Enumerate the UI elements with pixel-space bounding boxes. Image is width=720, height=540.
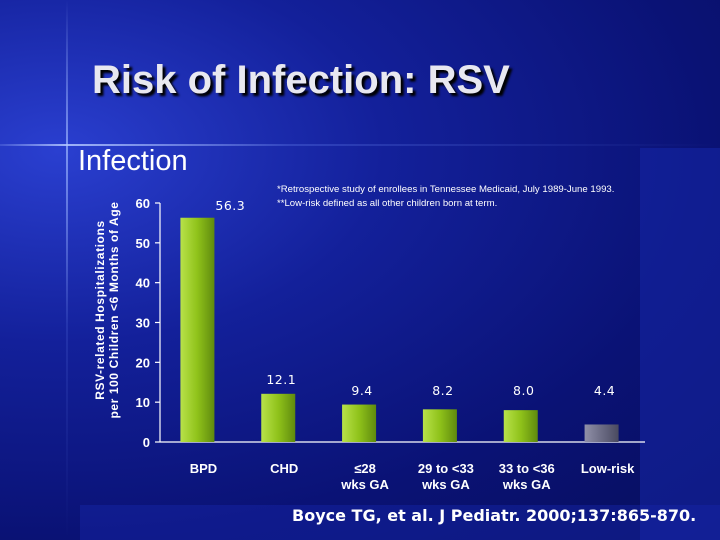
x-tick-label: CHD — [270, 461, 298, 476]
slide-title: Risk of Infection: RSV — [92, 58, 510, 102]
background-panel-right — [640, 148, 720, 540]
x-tick-label: wks GA — [502, 477, 551, 492]
decorative-horizontal-line — [0, 144, 720, 146]
background-panel-bottom — [80, 505, 720, 540]
bar — [584, 424, 619, 442]
y-tick-label: 40 — [136, 276, 150, 291]
citation: Boyce TG, et al. J Pediatr. 2000;137:865… — [292, 506, 697, 525]
data-label: 9.4 — [351, 383, 372, 398]
y-tick-label: 30 — [136, 316, 150, 331]
x-tick-label: 33 to <36 — [499, 461, 555, 476]
footnote-1: *Retrospective study of enrollees in Ten… — [277, 184, 615, 195]
data-label: 56.3 — [215, 198, 245, 213]
y-tick-label: 0 — [143, 435, 150, 450]
data-label: 8.0 — [513, 383, 534, 398]
bar — [342, 404, 377, 442]
decorative-vertical-line — [66, 0, 68, 540]
data-label: 4.4 — [594, 383, 615, 398]
data-label: 8.2 — [432, 383, 453, 398]
y-tick-label: 60 — [136, 196, 150, 211]
bar — [503, 410, 538, 442]
bar — [422, 409, 457, 442]
x-tick-label: ≤28 — [354, 461, 376, 476]
footnote-2: **Low-risk defined as all other children… — [277, 198, 498, 209]
x-tick-label: 29 to <33 — [418, 461, 474, 476]
bar — [180, 217, 215, 442]
x-tick-label: BPD — [190, 461, 217, 476]
bar — [261, 393, 296, 442]
slide-subtitle: Infection — [78, 145, 188, 177]
y-tick-label: 50 — [136, 236, 150, 251]
x-tick-label: wks GA — [340, 477, 389, 492]
data-label: 12.1 — [266, 372, 296, 387]
x-tick-label: wks GA — [421, 477, 470, 492]
y-tick-label: 20 — [136, 355, 150, 370]
y-tick-label: 10 — [136, 395, 150, 410]
x-tick-label: Low-risk — [581, 461, 635, 476]
footnotes: *Retrospective study of enrollees in Ten… — [277, 183, 614, 211]
